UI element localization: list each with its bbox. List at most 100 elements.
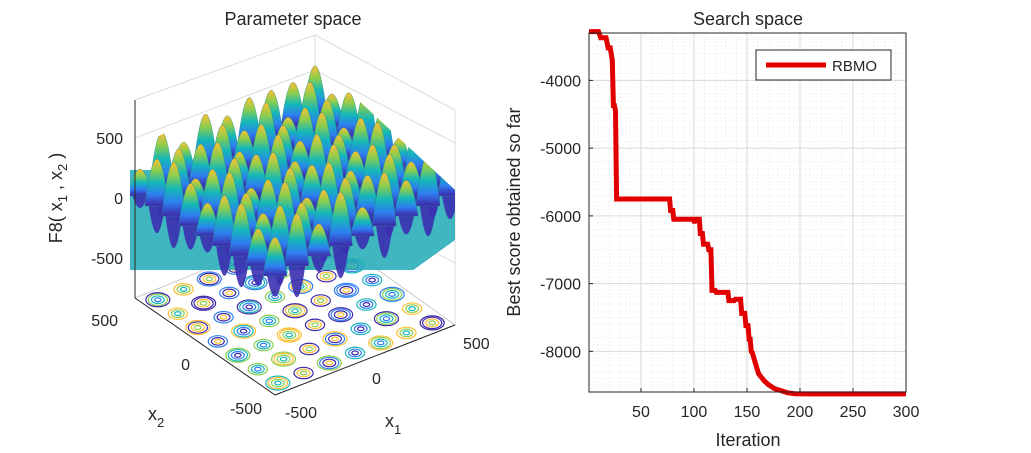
contour-ring [254,366,262,372]
surface-peak [306,223,331,257]
x-tick-label: 300 [893,404,920,421]
contour-ring [373,311,400,327]
contour-ring [388,291,396,297]
surface-x-label: x1 [385,411,401,437]
contour-ring [185,319,211,336]
contour-ring [239,328,248,334]
contour-ring [154,297,162,303]
contour-ring [259,314,280,328]
x-tick-label: -500 [285,405,317,422]
contour-ring [310,294,331,307]
contour-ring [379,286,405,302]
surface-peak [350,206,375,237]
surface-valley [375,220,394,258]
surface-peaks [130,65,455,298]
surface-y-label: x2 [148,404,164,430]
contour-ring [376,312,397,326]
contour-ring [230,323,257,339]
contour-ring [250,364,265,374]
contour-ring [270,378,285,388]
contour-ring [150,295,165,305]
contour-ring [324,332,346,346]
contour-ring [219,314,228,320]
surface-valley [287,260,306,298]
contour-ring [247,362,269,376]
contour-ring [193,296,214,310]
contour-ring [376,340,385,346]
contour-ring [339,285,354,295]
contour-ring [370,336,391,350]
contour-ring [253,338,274,352]
contour-ring [267,376,289,390]
contour-ring [291,308,299,314]
contour-ring [236,299,262,315]
surface-valley [266,270,284,297]
contour-ring [279,356,288,362]
contour-ring [333,310,348,320]
contour-ring [167,307,189,320]
contour-ring [296,368,311,378]
contour-ring [279,328,300,342]
contour-ring [299,342,320,356]
contour-ring [330,308,351,321]
surface-valley [419,200,438,237]
surface-valley [331,240,350,279]
contour-ring [405,304,420,314]
contour-ring [219,286,240,300]
surface-peak [284,213,310,267]
contour-ring [174,311,182,317]
contour-ring [333,282,360,298]
contour-ring [402,330,411,336]
contour-ring [428,320,436,326]
y-tick-label: -500 [230,401,262,418]
contour-ring [336,312,345,318]
y-tick-label: -4000 [540,73,581,90]
contour-ring [216,312,231,322]
convergence-plot: Search space 50 100 150 200 250 300 -4000 -500… [504,9,919,450]
contour-ring [205,276,214,282]
contour-ring [227,348,249,362]
z-tick-label: 0 [114,191,123,208]
contour-ring [348,348,363,358]
contour-ring [285,332,294,338]
contour-ring [368,277,376,283]
contour-ring [373,338,388,348]
y-tick-label: 500 [91,313,118,330]
surface-z-label: F8( x1 , x2 ) [46,153,70,244]
y-tick-label: 0 [181,357,190,374]
contour-ring [239,300,260,314]
contour-ring [170,309,185,319]
x-tick-label: 150 [734,404,761,421]
contour-ring [408,306,416,312]
contour-ring [256,340,271,350]
y-tick-label: -7000 [540,277,581,294]
contour-ring [234,352,242,358]
contour-ring [207,335,229,348]
series-line-rbmo [589,29,906,397]
surface-peak [262,237,288,277]
contour-ring [262,316,277,326]
contour-ring [350,322,371,336]
contour-ring [396,326,417,340]
contour-ring [385,289,400,299]
surface-valley [215,240,234,276]
contour-ring [328,334,343,344]
contour-ring [190,323,205,332]
surface-peak [372,172,397,227]
line-x-label: Iteration [715,430,780,450]
contour-ring [299,370,308,376]
contour-ring [311,322,319,328]
contour-ring [276,327,302,343]
contour-ring [425,318,440,328]
contour-ring [322,331,348,347]
contour-ring [284,304,306,318]
contour-ring [187,321,209,334]
contour-ring [242,302,257,312]
line-grid [589,33,907,392]
surface-valley [181,220,200,250]
y-tick-label: -5000 [540,141,581,158]
z-tick-label: -500 [91,251,123,268]
contour-ring [365,275,380,285]
surface-peak [328,192,353,247]
line-title: Search space [693,9,803,29]
